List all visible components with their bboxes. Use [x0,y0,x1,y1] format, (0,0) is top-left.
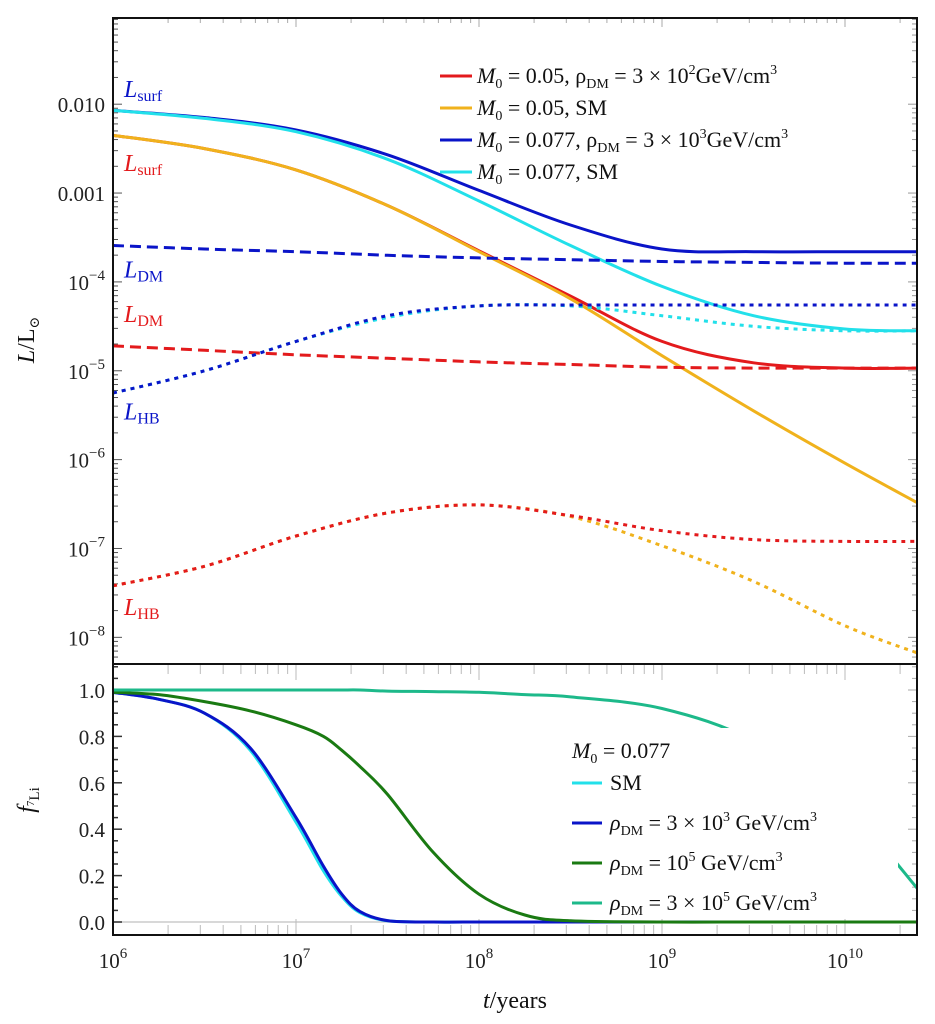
legend-bottom: M0 = 0.077 SM ρDM = 3 × 103 GeV/cm3 ρDM = 1… [568,728,898,919]
y-tick-label: 0.010 [58,93,105,117]
legend-top: M0 = 0.05, ρDM = 3 × 102GeV/cm3 M0 = 0.05… [440,63,788,188]
series-line-9 [113,503,917,655]
x-axis-tick-labels: 106 107 108 109 1010 [99,946,863,973]
y-axis-title-top: L/L⊙ [14,317,43,364]
x-tick-label: 107 [282,946,311,973]
legend-entry: M0 = 0.077, ρDM = 3 × 103GeV/cm3 [476,127,788,156]
curve-annotation: LHB [123,595,160,623]
y-tick-label: 10−4 [68,268,105,295]
y-tick-label: 10−8 [68,623,105,650]
x-tick-label: 106 [99,946,128,973]
bottom-panel-lithium-fraction: 0.0 0.2 0.4 0.6 0.8 1.0 M0 = 0.077 SM ρDM = 3 × … [79,663,918,936]
x-tick-label: 1010 [827,946,863,973]
top-panel-luminosity: 0.010 0.001 10−4 10−5 10−6 10−7 10−8 Lsurf Lsurf… [58,17,918,665]
curve-annotation: Lsurf [123,77,163,105]
y-tick-label: 10−6 [68,446,105,473]
curve-annotation: LHB [123,400,160,428]
x-tick-label: 109 [648,946,677,973]
series-line-10 [113,503,917,588]
series-line-2 [113,133,917,505]
series-line-6 [113,344,917,370]
y-axis-title-bottom: f7Li [14,787,43,813]
y-tick-label: 0.8 [79,725,105,749]
legend-entry: M0 = 0.05, ρDM = 3 × 102GeV/cm3 [476,63,777,92]
legend-entry: M0 = 0.05, SM [476,95,607,124]
y-tick-label: 0.2 [79,865,105,889]
y-tick-label: 0.0 [79,911,105,935]
bottom-panel-frame [112,663,918,936]
y-tick-label: 10−5 [68,357,105,384]
legend-background [568,728,898,910]
series-line-7 [113,303,917,395]
legend-entry: SM [610,770,642,795]
curve-annotation: LDM [123,257,163,285]
y-tick-label: 1.0 [79,679,105,703]
top-series-group [113,108,917,655]
y-tick-label: 10−7 [68,534,105,561]
x-tick-label: 108 [465,946,494,973]
legend-entry: M0 = 0.077, SM [476,159,618,188]
legend-entry: ρDM = 3 × 105 GeV/cm3 [609,890,817,919]
y-tick-label: 0.4 [79,818,106,842]
legend-entry: ρDM = 3 × 103 GeV/cm3 [609,810,817,839]
x-axis-title: t/years [483,988,547,1014]
curve-annotation: LDM [123,302,163,330]
curve-annotation: Lsurf [123,151,163,179]
series-line-4 [113,108,917,333]
lithium-series-line-3 [113,690,917,924]
legend-title: M0 = 0.077 [571,738,670,767]
y-tick-label: 0.001 [58,182,105,206]
series-line-8 [113,303,917,395]
series-line-5 [113,244,917,265]
y-tick-label: 0.6 [79,772,105,796]
legend-entry: ρDM = 105 GeV/cm3 [609,850,783,879]
